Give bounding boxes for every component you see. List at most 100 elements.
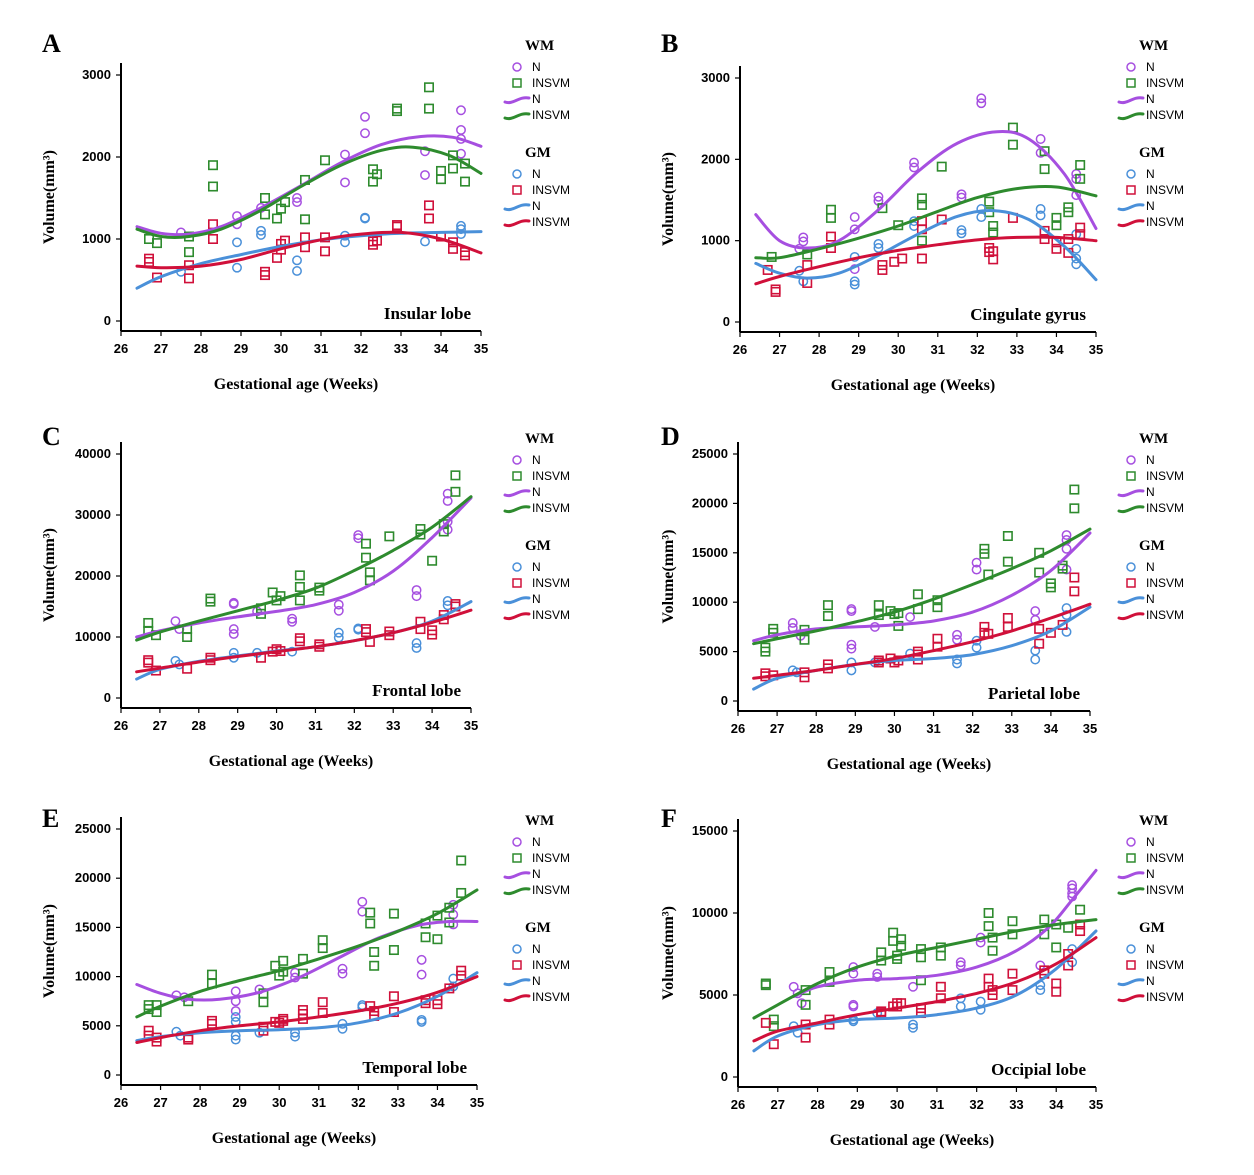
legend-title-wm: WM (1139, 813, 1168, 829)
data-point (1063, 922, 1074, 933)
data-point (1007, 929, 1018, 940)
series-wm-insvm (144, 82, 470, 258)
fit-curve-wm-insvm (135, 888, 479, 1019)
data-point (760, 1017, 771, 1028)
data-point (182, 632, 193, 643)
fit-curve-gm-insvm (752, 936, 1098, 1043)
legend-label: INSVM (1146, 183, 1184, 197)
legend: WM GM N INSVM N INSVM N INSVM N INSVM (1117, 431, 1184, 622)
region-label: Insular lobe (384, 304, 472, 323)
data-point (232, 262, 242, 273)
legend-marker-square (1126, 78, 1136, 88)
data-point (360, 538, 371, 549)
x-tick-label: 29 (234, 341, 248, 356)
y-tick-label: 20000 (692, 495, 728, 510)
legend-marker-square (1126, 960, 1136, 970)
data-point (824, 967, 835, 978)
x-tick-label: 35 (1083, 721, 1097, 736)
data-point (292, 266, 302, 276)
data-point (259, 270, 270, 281)
fit-curve-gm-insvm (752, 602, 1092, 680)
y-tick-label: 25000 (75, 821, 111, 836)
x-tick-label: 31 (308, 718, 322, 733)
data-point (411, 638, 422, 649)
y-tick-label: 10000 (75, 629, 111, 644)
series-wm-n (788, 880, 1078, 1012)
x-tick-label: 28 (193, 1095, 207, 1110)
data-point (848, 1001, 859, 1012)
legend-line-swatch (1117, 96, 1145, 105)
data-point (183, 1034, 194, 1045)
data-point (800, 999, 811, 1010)
legend-line-swatch (1117, 871, 1145, 880)
data-point (787, 617, 798, 628)
data-point (371, 169, 382, 180)
legend-line-swatch (503, 612, 531, 621)
data-point (849, 279, 860, 290)
data-point (1002, 613, 1013, 624)
plot-area (752, 484, 1092, 691)
x-tick-label: 31 (931, 342, 945, 357)
data-point (416, 1016, 427, 1027)
data-point (912, 589, 923, 600)
data-point (290, 1031, 300, 1042)
data-point (144, 253, 155, 264)
x-tick-label: 27 (772, 342, 786, 357)
panel-f: F 0 5000 10000 15000 26 27 28 29 30 31 32 33 34 35 Gest… (660, 804, 1184, 1149)
data-point (292, 197, 302, 208)
legend-title-gm: GM (525, 920, 551, 936)
x-tick-label: 29 (230, 718, 244, 733)
legend-label: INSVM (1146, 501, 1184, 515)
data-point (411, 585, 422, 595)
x-tick-label: 35 (464, 718, 478, 733)
region-label: Parietal lobe (988, 684, 1081, 703)
y-axis-title: Volume(mm³) (41, 528, 58, 622)
y-tick-label: 3000 (701, 70, 730, 85)
x-tick-label: 29 (850, 1097, 864, 1112)
x-axis-title: Gestational age (Weeks) (214, 376, 378, 393)
y-tick-label: 3000 (82, 67, 111, 82)
data-point (760, 646, 771, 657)
data-point (208, 181, 219, 192)
data-point (952, 658, 962, 669)
data-point (873, 600, 884, 611)
data-point (846, 665, 857, 676)
data-point (877, 264, 888, 275)
legend-label: N (1146, 835, 1155, 849)
data-point (988, 227, 999, 238)
fit-curve-gm-n (752, 929, 1098, 1053)
y-tick-label: 0 (723, 314, 730, 329)
legend-label: N (532, 835, 541, 849)
data-point (971, 642, 982, 653)
y-tick-label: 2000 (701, 151, 730, 166)
x-tick-label: 32 (965, 721, 979, 736)
legend-title-gm: GM (1139, 538, 1165, 554)
data-point (447, 243, 458, 254)
fit-curve-wm-insvm (752, 918, 1098, 1020)
x-tick-label: 33 (394, 341, 408, 356)
data-point (292, 255, 302, 266)
data-point (333, 605, 344, 616)
plot-area (754, 93, 1098, 297)
legend-marker-circle (512, 562, 522, 572)
data-point (423, 103, 434, 114)
data-point (456, 148, 466, 159)
data-point (456, 229, 466, 240)
legend-label: N (532, 942, 541, 956)
data-point (360, 128, 370, 139)
data-point (1051, 243, 1062, 254)
data-point (416, 954, 427, 965)
y-tick-label: 40000 (75, 446, 111, 461)
legend-marker-square (512, 853, 522, 863)
data-point (1075, 904, 1086, 915)
series-wm-n (176, 105, 466, 238)
data-point (1002, 531, 1013, 542)
data-point (294, 581, 305, 592)
data-point (1057, 619, 1068, 630)
data-point (205, 593, 216, 604)
data-point (873, 238, 884, 249)
data-point (459, 176, 470, 187)
data-point (1069, 586, 1080, 597)
data-point (456, 105, 466, 116)
data-point (956, 225, 967, 236)
